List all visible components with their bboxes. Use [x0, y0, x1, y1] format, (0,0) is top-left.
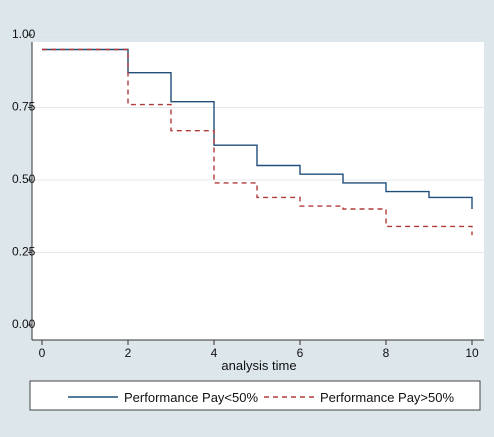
x-ticks: 0 2 4 6 8 10: [39, 340, 479, 360]
x-tick-label-6: 6: [297, 346, 304, 360]
legend-label-pay-over-50: Performance Pay>50%: [320, 390, 454, 405]
gridlines: [33, 34, 484, 253]
y-tick-label-0.00: 0.00: [12, 317, 36, 331]
legend-label-pay-under-50: Performance Pay<50%: [124, 390, 258, 405]
y-tick-label-0.25: 0.25: [12, 245, 36, 259]
y-ticks: 0.00 0.25 0.50 0.75 1.00: [12, 27, 36, 331]
series-line-pay-under-50: [42, 48, 473, 209]
x-tick-label-8: 8: [383, 346, 390, 360]
axes: [31, 42, 484, 341]
x-tick-label-0: 0: [39, 346, 46, 360]
y-tick-label-1.00: 1.00: [12, 27, 36, 41]
legend: Performance Pay<50% Performance Pay>50%: [29, 380, 481, 411]
y-tick-label-0.50: 0.50: [12, 172, 36, 186]
series: [42, 48, 473, 236]
series-line-pay-over-50: [42, 48, 473, 236]
x-axis-label: analysis time: [221, 358, 296, 373]
legend-box: [29, 380, 481, 411]
y-tick-label-0.75: 0.75: [12, 100, 36, 114]
x-tick-label-4: 4: [211, 346, 218, 360]
x-tick-label-10: 10: [465, 346, 479, 360]
x-tick-label-2: 2: [125, 346, 132, 360]
